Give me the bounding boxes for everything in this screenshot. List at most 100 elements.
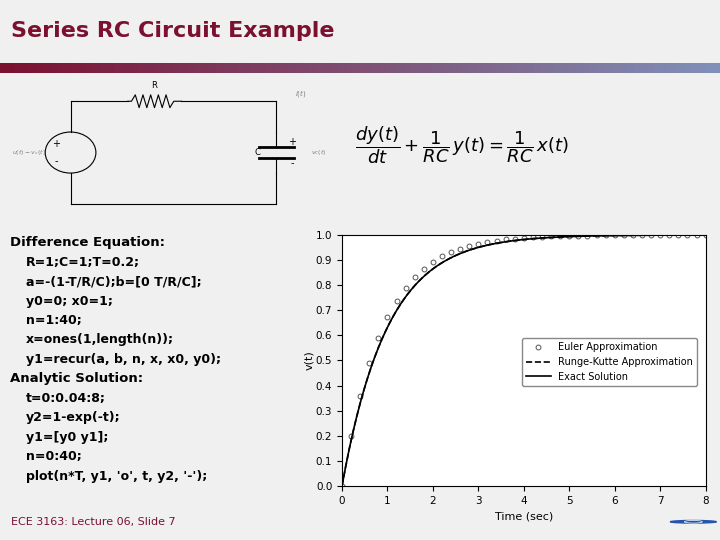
Euler Approximation xyxy=(356,393,364,399)
Bar xyxy=(281,63,289,73)
Bar xyxy=(115,63,123,73)
Bar xyxy=(432,63,440,73)
Euler Approximation xyxy=(365,360,374,367)
Bar xyxy=(389,63,397,73)
Text: Series RC Circuit Example: Series RC Circuit Example xyxy=(11,21,334,41)
Bar xyxy=(590,63,598,73)
Exact Solution xyxy=(370,354,379,360)
Euler Approximation xyxy=(546,233,555,240)
Euler Approximation xyxy=(692,232,701,238)
Bar xyxy=(230,63,238,73)
Text: n=0:40;: n=0:40; xyxy=(26,450,82,463)
Bar xyxy=(634,63,642,73)
Euler Approximation xyxy=(456,246,464,252)
Text: a=-(1-T/R/C);b=[0 T/R/C];: a=-(1-T/R/C);b=[0 T/R/C]; xyxy=(26,275,202,288)
Bar xyxy=(540,63,548,73)
Text: Analytic Solution:: Analytic Solution: xyxy=(10,373,143,386)
Bar xyxy=(684,63,692,73)
Text: R=1;C=1;T=0.2;: R=1;C=1;T=0.2; xyxy=(26,255,140,269)
Euler Approximation xyxy=(492,237,501,244)
Bar xyxy=(497,63,505,73)
Bar xyxy=(166,63,174,73)
Bar xyxy=(0,63,8,73)
Exact Solution xyxy=(470,245,479,252)
Bar xyxy=(180,63,188,73)
Bar xyxy=(122,63,130,73)
Bar xyxy=(706,63,714,73)
Text: -: - xyxy=(291,158,294,168)
Bar xyxy=(238,63,246,73)
Y-axis label: v(t): v(t) xyxy=(305,350,315,370)
Bar xyxy=(662,63,670,73)
Bar xyxy=(346,63,354,73)
Bar xyxy=(86,63,94,73)
Bar xyxy=(50,63,58,73)
Text: +: + xyxy=(53,139,60,148)
Circle shape xyxy=(670,521,716,523)
Bar xyxy=(266,63,274,73)
Euler Approximation xyxy=(619,232,628,238)
Euler Approximation xyxy=(401,285,410,291)
Bar xyxy=(648,63,656,73)
Euler Approximation xyxy=(656,232,665,238)
Runge-Kutte Approximation xyxy=(534,235,543,241)
Text: y0=0; x0=1;: y0=0; x0=1; xyxy=(26,295,113,308)
Euler Approximation xyxy=(592,232,600,239)
Bar xyxy=(403,63,411,73)
Runge-Kutte Approximation xyxy=(338,483,346,489)
Bar xyxy=(382,63,390,73)
Text: $\dfrac{dy(t)}{dt} + \dfrac{1}{RC}\,y(t) = \dfrac{1}{RC}\,x(t)$: $\dfrac{dy(t)}{dt} + \dfrac{1}{RC}\,y(t)… xyxy=(355,124,570,166)
Bar xyxy=(468,63,476,73)
Runge-Kutte Approximation xyxy=(701,232,710,238)
Bar xyxy=(533,63,541,73)
Bar xyxy=(569,63,577,73)
Exact Solution xyxy=(534,235,543,241)
Bar xyxy=(29,63,37,73)
Bar xyxy=(461,63,469,73)
Bar xyxy=(605,63,613,73)
Text: $u(t)-v_c(t)$: $u(t)-v_c(t)$ xyxy=(12,148,46,157)
Bar xyxy=(331,63,339,73)
Bar xyxy=(43,63,51,73)
Bar xyxy=(58,63,66,73)
Bar xyxy=(353,63,361,73)
Bar xyxy=(374,63,382,73)
Bar xyxy=(670,63,678,73)
Euler Approximation xyxy=(665,232,674,238)
Bar xyxy=(655,63,663,73)
Euler Approximation xyxy=(465,242,474,249)
Bar xyxy=(72,63,80,73)
Text: Difference Equation:: Difference Equation: xyxy=(10,237,166,249)
Bar xyxy=(475,63,483,73)
Text: t=0:0.04:8;: t=0:0.04:8; xyxy=(26,392,106,405)
Bar xyxy=(144,63,152,73)
Bar xyxy=(562,63,570,73)
Exact Solution xyxy=(338,483,346,489)
Bar xyxy=(439,63,447,73)
Euler Approximation xyxy=(638,232,647,238)
X-axis label: Time (sec): Time (sec) xyxy=(495,511,553,521)
Bar xyxy=(324,63,332,73)
Euler Approximation xyxy=(347,433,356,439)
Text: C: C xyxy=(255,148,261,157)
Euler Approximation xyxy=(474,240,482,247)
Bar xyxy=(209,63,217,73)
Bar xyxy=(576,63,584,73)
Bar xyxy=(137,63,145,73)
Bar xyxy=(626,63,634,73)
Bar xyxy=(302,63,310,73)
Bar xyxy=(446,63,454,73)
Bar xyxy=(547,63,555,73)
Bar xyxy=(94,63,102,73)
Bar xyxy=(518,63,526,73)
Euler Approximation xyxy=(410,274,419,280)
Bar xyxy=(194,63,202,73)
Runge-Kutte Approximation xyxy=(340,473,348,480)
Bar xyxy=(504,63,512,73)
Text: plot(n*T, y1, 'o', t, y2, '-');: plot(n*T, y1, 'o', t, y2, '-'); xyxy=(26,469,207,483)
Line: Exact Solution: Exact Solution xyxy=(342,235,706,486)
Bar xyxy=(14,63,22,73)
Text: $v_C(t)$: $v_C(t)$ xyxy=(311,148,327,157)
Text: ECE 3163: Lecture 06, Slide 7: ECE 3163: Lecture 06, Slide 7 xyxy=(11,517,176,527)
Euler Approximation xyxy=(647,232,655,238)
